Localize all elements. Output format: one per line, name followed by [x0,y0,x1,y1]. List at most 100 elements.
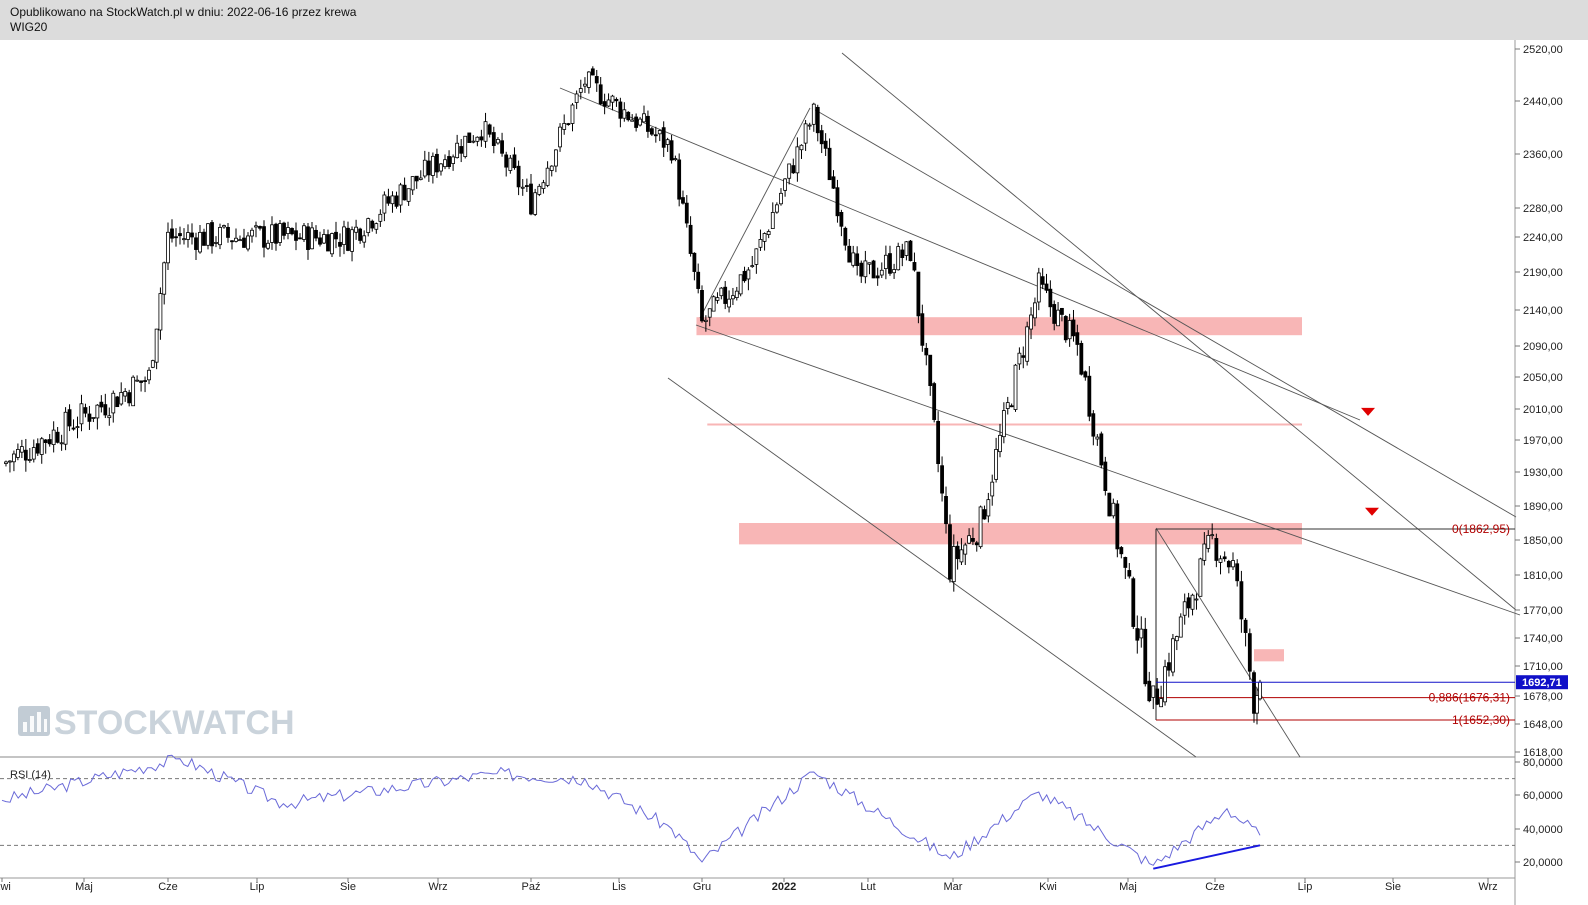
candle-body [330,233,334,255]
candle-body [8,460,12,463]
candle-body [661,127,666,148]
resistance-zone [696,317,1302,336]
candle-body [779,192,783,205]
candle-body [541,182,546,189]
candle-body [715,297,720,301]
candle-body [1167,662,1171,671]
candle-body [358,228,363,241]
candle-body [218,227,222,246]
time-tick-label: Kwi [1039,881,1057,893]
time-tick-label: Wrz [428,881,447,893]
candle-body [99,401,104,408]
candle-body [512,154,517,169]
rsi-tick-label: 20,0000 [1523,857,1563,869]
candle-body [851,252,856,266]
candle-body [692,252,697,272]
candle-body [665,139,670,145]
candle-body [967,535,971,544]
candle-body [653,134,658,137]
candle-body [1226,560,1231,568]
price-tick-label: 2010,00 [1523,404,1563,416]
candle-body [27,459,32,461]
candle-body [508,157,513,171]
time-tick-label: Paź [522,881,541,893]
candle-body [835,187,840,217]
candle-body [158,293,163,331]
candle-body [47,439,52,445]
candle-body [1135,628,1140,641]
candle-body [274,223,278,244]
candle-body [1231,560,1235,568]
candle-body [362,235,367,243]
candle-body [762,233,767,242]
candle-body [23,449,28,461]
candle-body [298,237,302,240]
candle-body [1033,302,1037,319]
candle-body [111,392,116,414]
candle-body [455,142,460,159]
candle-body [1174,636,1179,642]
fibonacci-levels: 0(1862,95) 0,886(1676,31) 1(1652,30) [1155,522,1515,727]
candle-body [370,220,375,229]
candle-body [43,439,48,443]
candle-body [1079,342,1084,375]
candle-body [79,403,84,425]
candle-body [1095,436,1100,440]
candle-body [883,254,888,269]
candle-body [696,271,701,289]
price-candles [4,66,1262,725]
price-tick-label: 2240,00 [1523,232,1563,244]
candle-body [131,376,136,407]
candle-body [1017,352,1022,365]
candle-body [1071,319,1076,337]
last-price-label: 1692,71 [1522,677,1562,689]
candle-body [504,154,509,168]
candle-body [262,226,266,248]
candle-body [711,296,716,312]
candle-body [496,138,500,144]
watermark-text: STOCKWATCH [54,704,295,742]
candle-body [294,230,298,241]
candle-body [166,231,170,264]
candle-body [322,234,326,244]
candle-body [1222,556,1227,560]
candle-body [378,213,383,222]
candle-body [1147,680,1152,702]
candle-body [916,271,921,317]
candle-body [1178,616,1183,638]
candle-body [811,103,816,125]
chart-header: Opublikowano na StockWatch.pl w dniu: 20… [0,0,1588,40]
candle-body [491,132,496,146]
candle-body [430,155,435,176]
candle-body [346,227,350,251]
candle-body [932,383,937,420]
candle-body [154,328,159,363]
candle-body [553,149,558,167]
chart-area: 0(1862,95) 0,886(1676,31) 1(1652,30) 2520,… [0,40,1568,905]
candle-body [91,417,96,419]
candle-body [286,227,290,235]
candle-body [1009,405,1014,408]
candle-body [875,275,880,279]
candle-body [194,237,198,250]
candle-body [1075,332,1080,345]
candle-body [770,212,775,229]
last-price-box [1516,675,1568,690]
candle-body [310,227,314,250]
candle-body [15,449,20,458]
candle-body [178,233,182,237]
candle-body [626,111,631,121]
candle-body [451,156,456,164]
candle-body [1111,502,1116,517]
price-tick-label: 1740,00 [1523,633,1563,645]
candle-body [936,421,941,465]
candle-body [562,123,567,130]
candle-body [598,84,603,105]
time-tick-label: Lut [860,881,875,893]
price-axis: 2520,00 2440,00 2360,00 2280,00 2240,00 2190,… [1515,44,1563,759]
channel-line [811,107,1517,518]
candle-body [1151,685,1156,698]
candle-body [31,447,36,460]
candle-body [783,178,787,191]
candle-body [182,238,186,241]
